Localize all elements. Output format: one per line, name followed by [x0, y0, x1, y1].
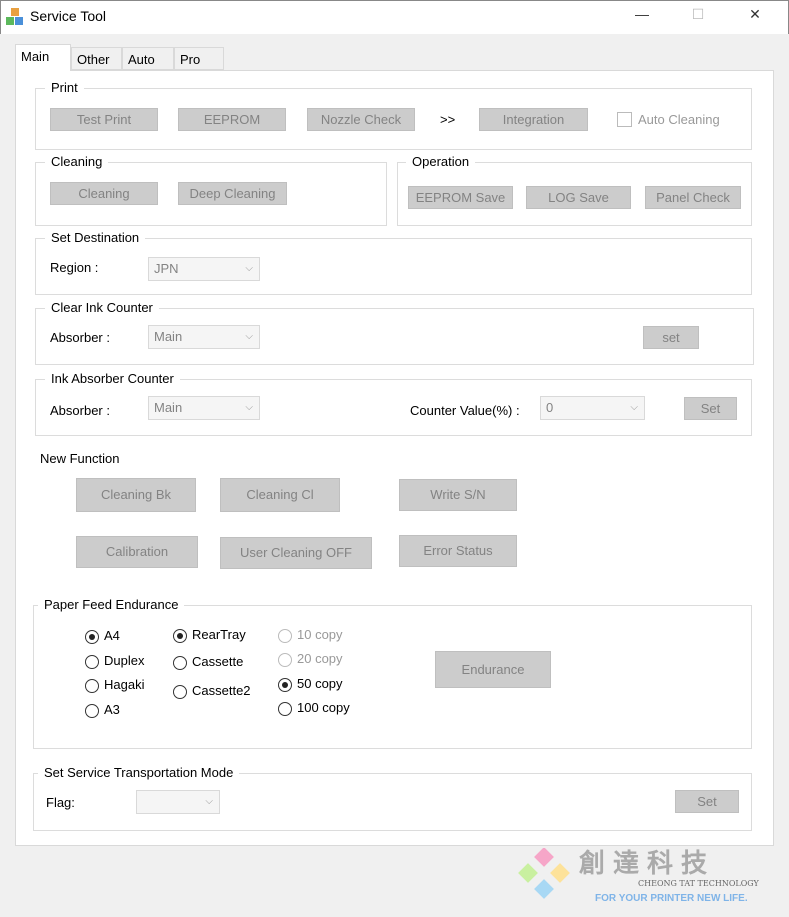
chevron-down-icon: ⌵ [245, 402, 253, 413]
deep-cleaning-button[interactable]: Deep Cleaning [178, 182, 287, 205]
region-select[interactable]: JPN ⌵ [148, 257, 260, 281]
new-function-label: New Function [40, 451, 120, 466]
watermark-slogan: FOR YOUR PRINTER NEW LIFE. [595, 893, 748, 904]
radio-button[interactable] [278, 653, 292, 667]
tab-pro[interactable]: Pro [174, 47, 224, 70]
write-sn-button[interactable]: Write S/N [399, 479, 517, 511]
user-cleaning-off-button[interactable]: User Cleaning OFF [220, 537, 372, 569]
radio-label: 100 copy [297, 700, 350, 715]
clear-ink-label: Clear Ink Counter [45, 300, 159, 315]
clear-set-button[interactable]: set [643, 326, 699, 349]
watermark-sub: CHEONG TAT TECHNOLOGY [638, 879, 759, 888]
radio-button[interactable] [85, 704, 99, 718]
close-button[interactable]: ✕ [749, 6, 761, 22]
radio-button[interactable] [173, 685, 187, 699]
tab-other[interactable]: Other [71, 47, 122, 70]
counter-value-label: Counter Value(%) : [410, 403, 520, 418]
flag-select[interactable]: ⌵ [136, 790, 220, 814]
radio-label: Hagaki [104, 677, 145, 692]
radio-label: Duplex [104, 653, 145, 668]
chevron-down-icon: ⌵ [245, 331, 253, 342]
radio-label: 20 copy [297, 651, 343, 666]
endurance-button[interactable]: Endurance [435, 651, 551, 688]
title-bar [0, 0, 789, 34]
counter-value: 0 [546, 400, 554, 415]
transport-group [33, 773, 752, 831]
radio-label: Cassette2 [192, 683, 251, 698]
app-icon [6, 8, 24, 26]
cleaning-label: Cleaning [45, 154, 109, 169]
cleaning-cl-button[interactable]: Cleaning Cl [220, 478, 340, 512]
log-save-button[interactable]: LOG Save [526, 186, 631, 209]
ink-absorber-label: Ink Absorber Counter [45, 371, 180, 386]
absorber-value: Main [154, 329, 183, 344]
radio-button[interactable] [278, 702, 292, 716]
counter-value-select[interactable]: 0 ⌵ [540, 396, 645, 420]
radio-button[interactable] [85, 655, 99, 669]
maximize-button[interactable]: ☐ [691, 6, 705, 22]
radio-label: 10 copy [297, 627, 343, 642]
print-group [35, 88, 752, 150]
clear-absorber-select[interactable]: Main ⌵ [148, 325, 260, 349]
radio-button[interactable] [85, 630, 99, 644]
absorber-label: Absorber : [50, 403, 110, 418]
flag-label: Flag: [46, 795, 75, 810]
radio-button[interactable] [85, 679, 99, 693]
watermark-logo: 創達科技 CHEONG TAT TECHNOLOGY FOR YOUR PRIN… [515, 848, 775, 910]
panel-check-button[interactable]: Panel Check [645, 186, 741, 209]
tab-auto[interactable]: Auto [122, 47, 174, 70]
destination-group [35, 238, 752, 295]
auto-cleaning-checkbox[interactable] [617, 112, 632, 127]
paper-feed-group [33, 605, 752, 749]
chevron-down-icon: ⌵ [205, 796, 213, 807]
error-status-button[interactable]: Error Status [399, 535, 517, 567]
absorber-set-button[interactable]: Set [684, 397, 737, 420]
cleaning-button[interactable]: Cleaning [50, 182, 158, 205]
absorber-value: Main [154, 400, 183, 415]
chevron-down-icon: ⌵ [630, 402, 638, 413]
window-title: Service Tool [30, 8, 107, 24]
nozzle-check-button[interactable]: Nozzle Check [307, 108, 415, 131]
radio-label: A3 [104, 702, 120, 717]
eeprom-button[interactable]: EEPROM [178, 108, 286, 131]
radio-label: 50 copy [297, 676, 343, 691]
calibration-button[interactable]: Calibration [76, 536, 198, 568]
ink-absorber-group [35, 379, 752, 436]
destination-label: Set Destination [45, 230, 146, 245]
minimize-button[interactable]: — [635, 6, 649, 22]
paper-feed-label: Paper Feed Endurance [38, 597, 185, 612]
region-value: JPN [154, 261, 179, 276]
transport-label: Set Service Transportation Mode [38, 765, 240, 780]
eeprom-save-button[interactable]: EEPROM Save [408, 186, 513, 209]
radio-label: Cassette [192, 654, 244, 669]
radio-label: A4 [104, 628, 120, 643]
transport-set-button[interactable]: Set [675, 790, 739, 813]
operation-group [397, 162, 752, 226]
print-label: Print [45, 80, 84, 95]
integration-button[interactable]: Integration [479, 108, 588, 131]
clear-ink-group [35, 308, 754, 365]
watermark-text: 創達科技 [579, 848, 716, 878]
arrow-label: >> [440, 112, 456, 127]
radio-button[interactable] [278, 678, 292, 692]
chevron-down-icon: ⌵ [245, 263, 253, 274]
region-label: Region : [50, 260, 99, 275]
absorber-select[interactable]: Main ⌵ [148, 396, 260, 420]
absorber-label: Absorber : [50, 330, 110, 345]
cleaning-bk-button[interactable]: Cleaning Bk [76, 478, 196, 512]
radio-label: RearTray [192, 627, 246, 642]
radio-button[interactable] [173, 629, 187, 643]
radio-button[interactable] [173, 656, 187, 670]
operation-label: Operation [406, 154, 476, 169]
tab-main[interactable]: Main [15, 44, 71, 71]
test-print-button[interactable]: Test Print [50, 108, 158, 131]
auto-cleaning-label: Auto Cleaning [638, 112, 720, 127]
radio-button[interactable] [278, 629, 292, 643]
cleaning-group [35, 162, 387, 226]
